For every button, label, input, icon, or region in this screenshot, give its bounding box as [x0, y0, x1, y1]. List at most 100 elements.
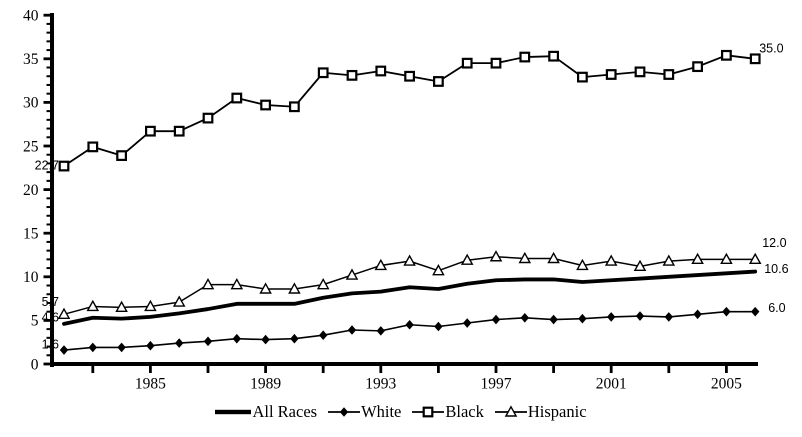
series-marker-white [290, 333, 299, 344]
y-tick-label: 10 [23, 269, 39, 286]
legend-label-all-races: All Races [252, 402, 318, 421]
y-minor-tick [46, 75, 50, 78]
x-tick [725, 366, 728, 373]
y-minor-tick [46, 284, 50, 287]
x-tick-label: 1985 [135, 376, 166, 393]
series-line-all-races [62, 269, 758, 326]
y-tick-label: 20 [23, 182, 39, 199]
series-all-races: 4.6 10.6 [42, 262, 789, 326]
y-minor-tick [46, 301, 50, 304]
series-marker-hispanic [489, 250, 503, 262]
series-marker-hispanic [403, 254, 416, 266]
series-marker-hispanic [432, 264, 445, 276]
series-marker-white [175, 338, 184, 348]
y-minor-tick [46, 249, 50, 252]
series-marker-black [173, 125, 185, 137]
series-marker-hispanic [201, 278, 215, 290]
series-marker-white [607, 312, 616, 322]
series-marker-white [664, 312, 673, 322]
series-marker-black [663, 69, 675, 80]
series-marker-black [346, 69, 358, 81]
x-tick-label: 1989 [250, 376, 281, 393]
series-marker-hispanic [662, 254, 676, 266]
legend-item-white: White [328, 402, 401, 422]
legend-item-all-races: All Races [215, 402, 317, 422]
series-marker-white [693, 309, 702, 320]
series-marker-hispanic [518, 251, 532, 264]
series-marker-black [634, 66, 646, 78]
y-minor-tick [46, 240, 50, 243]
legend: All Races White Black Hispanic [0, 401, 802, 423]
x-tick-label: 2005 [711, 376, 742, 393]
legend-line-all-races [215, 409, 252, 415]
y-tick-label: 40 [23, 8, 39, 25]
series-black: 22.7 35.0 [35, 41, 784, 172]
series-marker-hispanic [748, 252, 762, 265]
series-marker-white [88, 342, 97, 353]
x-tick [494, 366, 498, 373]
series-marker-black [692, 61, 703, 73]
y-minor-tick [46, 83, 50, 86]
y-tick-label: 0 [31, 356, 39, 373]
series-marker-hispanic [460, 253, 474, 265]
series-marker-hispanic [547, 251, 560, 264]
y-minor-tick [46, 310, 50, 313]
series-start-label-all-races: 4.6 [42, 310, 59, 324]
y-tick-label: 35 [23, 51, 39, 68]
y-major-tick [43, 144, 50, 148]
series-marker-white [520, 312, 529, 323]
y-major-tick [43, 188, 50, 191]
y-minor-tick [46, 179, 50, 182]
x-tick-label: 1997 [481, 376, 512, 393]
y-minor-tick [46, 22, 50, 25]
y-major-tick [43, 57, 50, 61]
series-marker-black [576, 71, 588, 83]
series-marker-black [548, 50, 559, 62]
legend-symbol-all-races [215, 409, 252, 415]
y-minor-tick [46, 136, 50, 139]
x-axis-line [50, 362, 758, 366]
y-minor-tick [46, 293, 50, 296]
x-tick [149, 366, 152, 373]
x-tick [379, 366, 383, 373]
series-marker-white [203, 336, 213, 347]
series-white: 1.6 6.0 [42, 301, 786, 355]
series-marker-hispanic [115, 300, 128, 313]
series-marker-white [491, 314, 501, 325]
series-marker-white [59, 345, 69, 355]
series-marker-white [722, 306, 731, 317]
series-marker-black [231, 92, 243, 104]
series-marker-black [87, 141, 99, 153]
series-marker-hispanic [86, 299, 100, 312]
series-marker-white [434, 321, 443, 332]
series-marker-black [116, 150, 128, 161]
y-minor-tick [46, 40, 50, 43]
series-marker-black [749, 53, 761, 65]
y-minor-tick [46, 206, 50, 209]
x-tick [321, 366, 325, 373]
series-marker-hispanic [633, 259, 647, 272]
series-marker-white [463, 318, 472, 328]
y-tick-label: 25 [23, 138, 39, 155]
x-tick [264, 366, 267, 373]
series-marker-hispanic [720, 252, 733, 265]
y-major-tick [43, 101, 50, 104]
y-tick-label: 5 [31, 313, 39, 330]
y-minor-tick [46, 328, 50, 331]
legend-label-white: White [361, 402, 402, 421]
series-marker-white [347, 325, 357, 335]
series-marker-white [261, 334, 270, 345]
series-end-label-hispanic: 12.0 [762, 236, 786, 250]
legend-marker-hispanic [504, 405, 518, 417]
legend-item-hispanic: Hispanic [494, 402, 587, 422]
x-tick [609, 366, 613, 373]
x-tick [552, 366, 555, 373]
y-minor-tick [46, 127, 50, 130]
y-axis-line [50, 13, 54, 367]
series-start-label-black: 22.7 [35, 159, 59, 173]
series-marker-black [519, 51, 531, 63]
series-marker-black [202, 112, 214, 124]
series-marker-white [405, 319, 414, 330]
